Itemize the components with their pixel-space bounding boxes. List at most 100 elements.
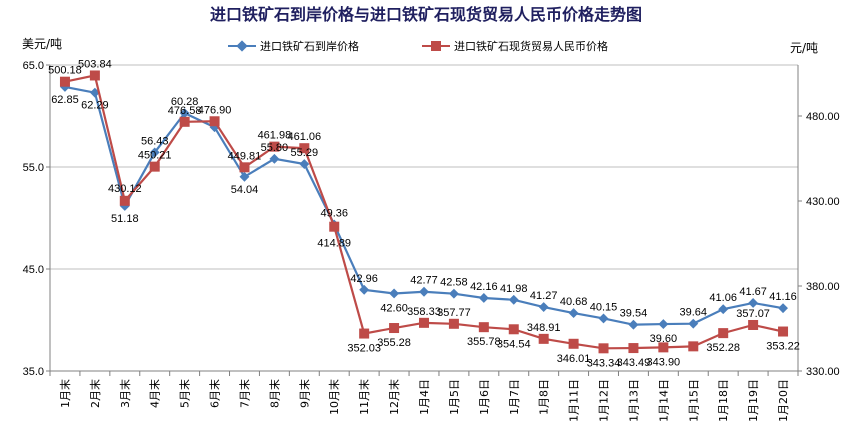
series-1-point bbox=[748, 319, 759, 330]
data-label: 51.18 bbox=[111, 213, 139, 225]
data-label: 49.36 bbox=[320, 208, 348, 220]
data-label: 450.21 bbox=[138, 150, 172, 162]
data-label: 352.03 bbox=[347, 343, 381, 355]
data-label: 357.77 bbox=[437, 307, 471, 319]
data-label: 39.64 bbox=[680, 307, 708, 319]
data-label: 343.90 bbox=[647, 356, 681, 368]
left-tick-label: 45.0 bbox=[23, 264, 44, 276]
legend-item-rmb: 进口铁矿石现货贸易人民币价格 bbox=[422, 39, 608, 53]
data-label: 355.28 bbox=[377, 337, 411, 349]
series-1-point bbox=[598, 343, 609, 354]
series-0-point bbox=[598, 313, 609, 324]
series-0-point bbox=[239, 171, 250, 182]
right-tick-label: 380.00 bbox=[806, 281, 840, 293]
legend-marker-rmb bbox=[431, 41, 441, 51]
series-0-point bbox=[748, 298, 759, 308]
series-1-point bbox=[628, 343, 639, 354]
series-1-point bbox=[688, 341, 699, 352]
data-label: 56.43 bbox=[141, 135, 169, 147]
x-tick-label: 12月末 bbox=[387, 379, 401, 415]
right-axis-unit: 元/吨 bbox=[790, 41, 818, 55]
x-tick-label: 1月14日 bbox=[657, 379, 670, 422]
series-0-point bbox=[508, 294, 519, 305]
left-axis-ticks: 35.0 45.0 55.0 65.0 bbox=[23, 60, 50, 378]
data-label: 41.16 bbox=[769, 291, 797, 303]
series-1-point bbox=[89, 70, 100, 81]
series-1-point bbox=[568, 338, 579, 349]
x-tick-label: 3月末 bbox=[118, 379, 132, 408]
data-labels: 62.85 62.29 51.18 56.43 60.28 54.04 55.80 55.29… bbox=[48, 58, 800, 369]
series-0-point bbox=[658, 319, 669, 330]
series-0-point bbox=[448, 288, 459, 299]
legend-item-cif: 进口铁矿石到岸价格 bbox=[228, 39, 359, 53]
data-label: 41.98 bbox=[500, 283, 528, 295]
data-label: 348.91 bbox=[527, 322, 561, 334]
axes bbox=[49, 65, 799, 376]
right-tick-label: 430.00 bbox=[806, 196, 840, 208]
data-label: 62.85 bbox=[51, 94, 79, 106]
data-label: 41.27 bbox=[530, 290, 558, 302]
data-label: 461.98 bbox=[258, 130, 292, 142]
data-label: 55.29 bbox=[291, 147, 319, 159]
series-0-point bbox=[299, 159, 310, 169]
series-0-point bbox=[568, 308, 579, 319]
x-tick-label: 1月20日 bbox=[777, 379, 790, 422]
data-label: 40.68 bbox=[560, 296, 588, 308]
data-label: 357.07 bbox=[736, 308, 770, 320]
x-tick-label: 1月末 bbox=[58, 379, 72, 408]
x-tick-label: 5月末 bbox=[178, 379, 192, 408]
data-label: 476.90 bbox=[198, 104, 232, 116]
data-label: 346.01 bbox=[557, 353, 591, 365]
series-1-point bbox=[718, 328, 729, 339]
gridlines bbox=[50, 64, 798, 270]
series-0-point bbox=[179, 108, 190, 119]
data-label: 62.29 bbox=[81, 100, 109, 112]
data-label: 449.81 bbox=[228, 150, 262, 162]
data-label: 60.28 bbox=[171, 96, 199, 108]
x-tick-label: 11月末 bbox=[357, 379, 371, 415]
x-tick-label: 1月7日 bbox=[508, 379, 521, 415]
series-1-point bbox=[359, 328, 370, 339]
series-1-point bbox=[269, 141, 280, 152]
series-0-point bbox=[389, 288, 400, 299]
x-tick-label: 1月8日 bbox=[538, 379, 551, 415]
series-0-point bbox=[628, 319, 639, 330]
right-axis-ticks: 330.00 380.00 430.00 480.00 bbox=[798, 111, 840, 378]
legend-marker-cif bbox=[236, 40, 248, 52]
left-tick-label: 55.0 bbox=[23, 162, 44, 174]
data-label: 355.78 bbox=[467, 336, 501, 348]
series-0-point bbox=[688, 318, 699, 329]
series-1-point bbox=[508, 324, 519, 335]
x-tick-label: 10月末 bbox=[327, 379, 341, 415]
data-label: 500.18 bbox=[48, 65, 82, 77]
data-label: 42.58 bbox=[440, 277, 468, 289]
chart-title: 进口铁矿石到岸价格与进口铁矿石现货贸易人民币价格走势图 bbox=[210, 5, 642, 24]
series-1-point bbox=[149, 161, 160, 172]
data-label: 40.15 bbox=[590, 301, 618, 313]
right-tick-label: 480.00 bbox=[806, 111, 840, 123]
series-1-point bbox=[778, 326, 789, 337]
left-tick-label: 65.0 bbox=[23, 60, 44, 72]
series-0-point bbox=[269, 153, 280, 164]
data-label: 39.60 bbox=[650, 333, 678, 345]
series-1-point bbox=[119, 195, 130, 206]
x-tick-label: 8月末 bbox=[267, 379, 281, 408]
legend: 进口铁矿石到岸价格 进口铁矿石现货贸易人民币价格 bbox=[228, 39, 608, 53]
series-0-point bbox=[538, 302, 549, 312]
data-label: 42.16 bbox=[470, 281, 498, 293]
series-0-point bbox=[778, 303, 788, 314]
series-1-point bbox=[389, 323, 400, 334]
x-tick-label: 1月19日 bbox=[747, 379, 760, 422]
x-tick-label: 1月12日 bbox=[598, 379, 611, 422]
series-1-point bbox=[59, 76, 70, 87]
x-tick-label: 7月末 bbox=[237, 379, 251, 408]
data-label: 343.34 bbox=[587, 357, 621, 369]
data-label: 343.49 bbox=[617, 357, 651, 369]
series-group bbox=[59, 70, 789, 354]
data-label: 41.06 bbox=[709, 292, 737, 304]
data-label: 476.58 bbox=[168, 105, 202, 117]
series-0-point bbox=[419, 286, 429, 297]
data-label: 358.33 bbox=[407, 306, 441, 318]
x-tick-label: 6月末 bbox=[208, 379, 222, 408]
